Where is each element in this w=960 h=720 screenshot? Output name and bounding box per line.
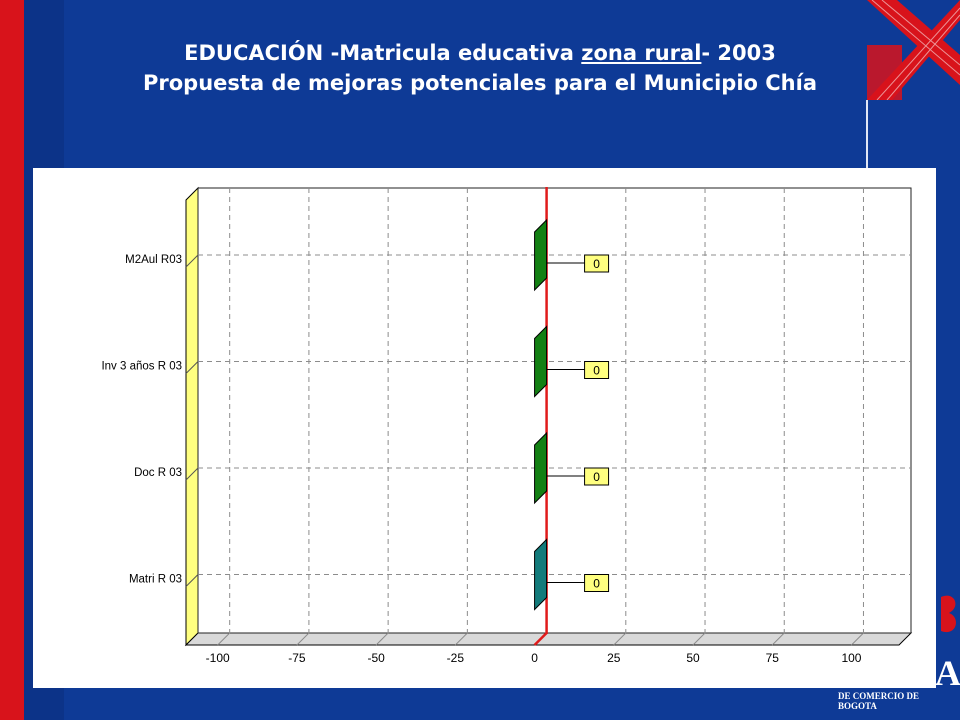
chart-panel: M2Aul R03 Inv 3 años R 03 Doc R 03 Matri R …: [33, 168, 936, 688]
x-tick-label: 50: [686, 651, 700, 665]
title-line2: Propuesta de mejoras potenciales para el…: [143, 71, 817, 95]
category-label: Inv 3 años R 03: [101, 361, 182, 373]
floor-grid-line: [296, 632, 310, 646]
data-label-box: [584, 574, 610, 592]
floor-grid-line: [375, 632, 389, 646]
x-tick-label: -75: [288, 651, 306, 665]
logo-caption: DE COMERCIO DE BOGOTA: [838, 691, 920, 711]
x-tick-label: 75: [766, 651, 780, 665]
x-tick-label: -50: [367, 651, 385, 665]
bar: [534, 325, 548, 398]
chart: M2Aul R03 Inv 3 años R 03 Doc R 03 Matri R …: [101, 186, 913, 665]
x-tick-label: -100: [206, 651, 230, 665]
floor-grid-line: [851, 632, 864, 646]
floor-grid-line: [613, 632, 627, 646]
floor-grid-line: [692, 632, 706, 646]
x-tick-label: -25: [447, 651, 465, 665]
svg-text:A: A: [935, 653, 960, 693]
plot-area: [197, 187, 912, 634]
category-label: Matri R 03: [129, 574, 182, 586]
logo-mark: [862, 0, 960, 100]
x-tick-label: 100: [841, 651, 861, 665]
floor-grid-line: [455, 632, 468, 646]
floor-grid-line: [771, 632, 785, 646]
category-label: M2Aul R03: [125, 254, 182, 266]
category-tick: [185, 467, 199, 481]
category-tick: [185, 254, 199, 268]
data-label-box: [584, 467, 610, 486]
category-tick: [185, 361, 199, 374]
logo-divider: [866, 100, 868, 170]
x-tick-label: 25: [607, 651, 621, 665]
chart-floor: [184, 632, 913, 646]
bar: [534, 431, 548, 505]
category-label: Doc R 03: [134, 467, 182, 479]
zero-reference-floor-line: [533, 632, 548, 646]
title-line1-underlined: zona rural: [581, 41, 702, 65]
left-red-strip: [0, 0, 24, 720]
page-title: EDUCACIÓN -Matricula educativa zona rura…: [40, 38, 920, 98]
x-tick-label: 0: [531, 651, 538, 665]
title-line1-pre: EDUCACIÓN -Matricula educativa: [184, 41, 582, 65]
data-label-box: [584, 361, 610, 379]
bar: [534, 538, 548, 611]
data-label: 0: [593, 470, 600, 484]
data-label: 0: [593, 257, 600, 271]
data-label: 0: [593, 364, 600, 378]
title-line1-post: - 2003: [701, 41, 776, 65]
bar: [534, 218, 548, 292]
floor-grid-line: [217, 632, 231, 646]
category-tick: [185, 574, 199, 587]
logo-letters: A: [935, 595, 960, 693]
data-label-box: [584, 254, 610, 273]
data-label: 0: [593, 577, 600, 591]
